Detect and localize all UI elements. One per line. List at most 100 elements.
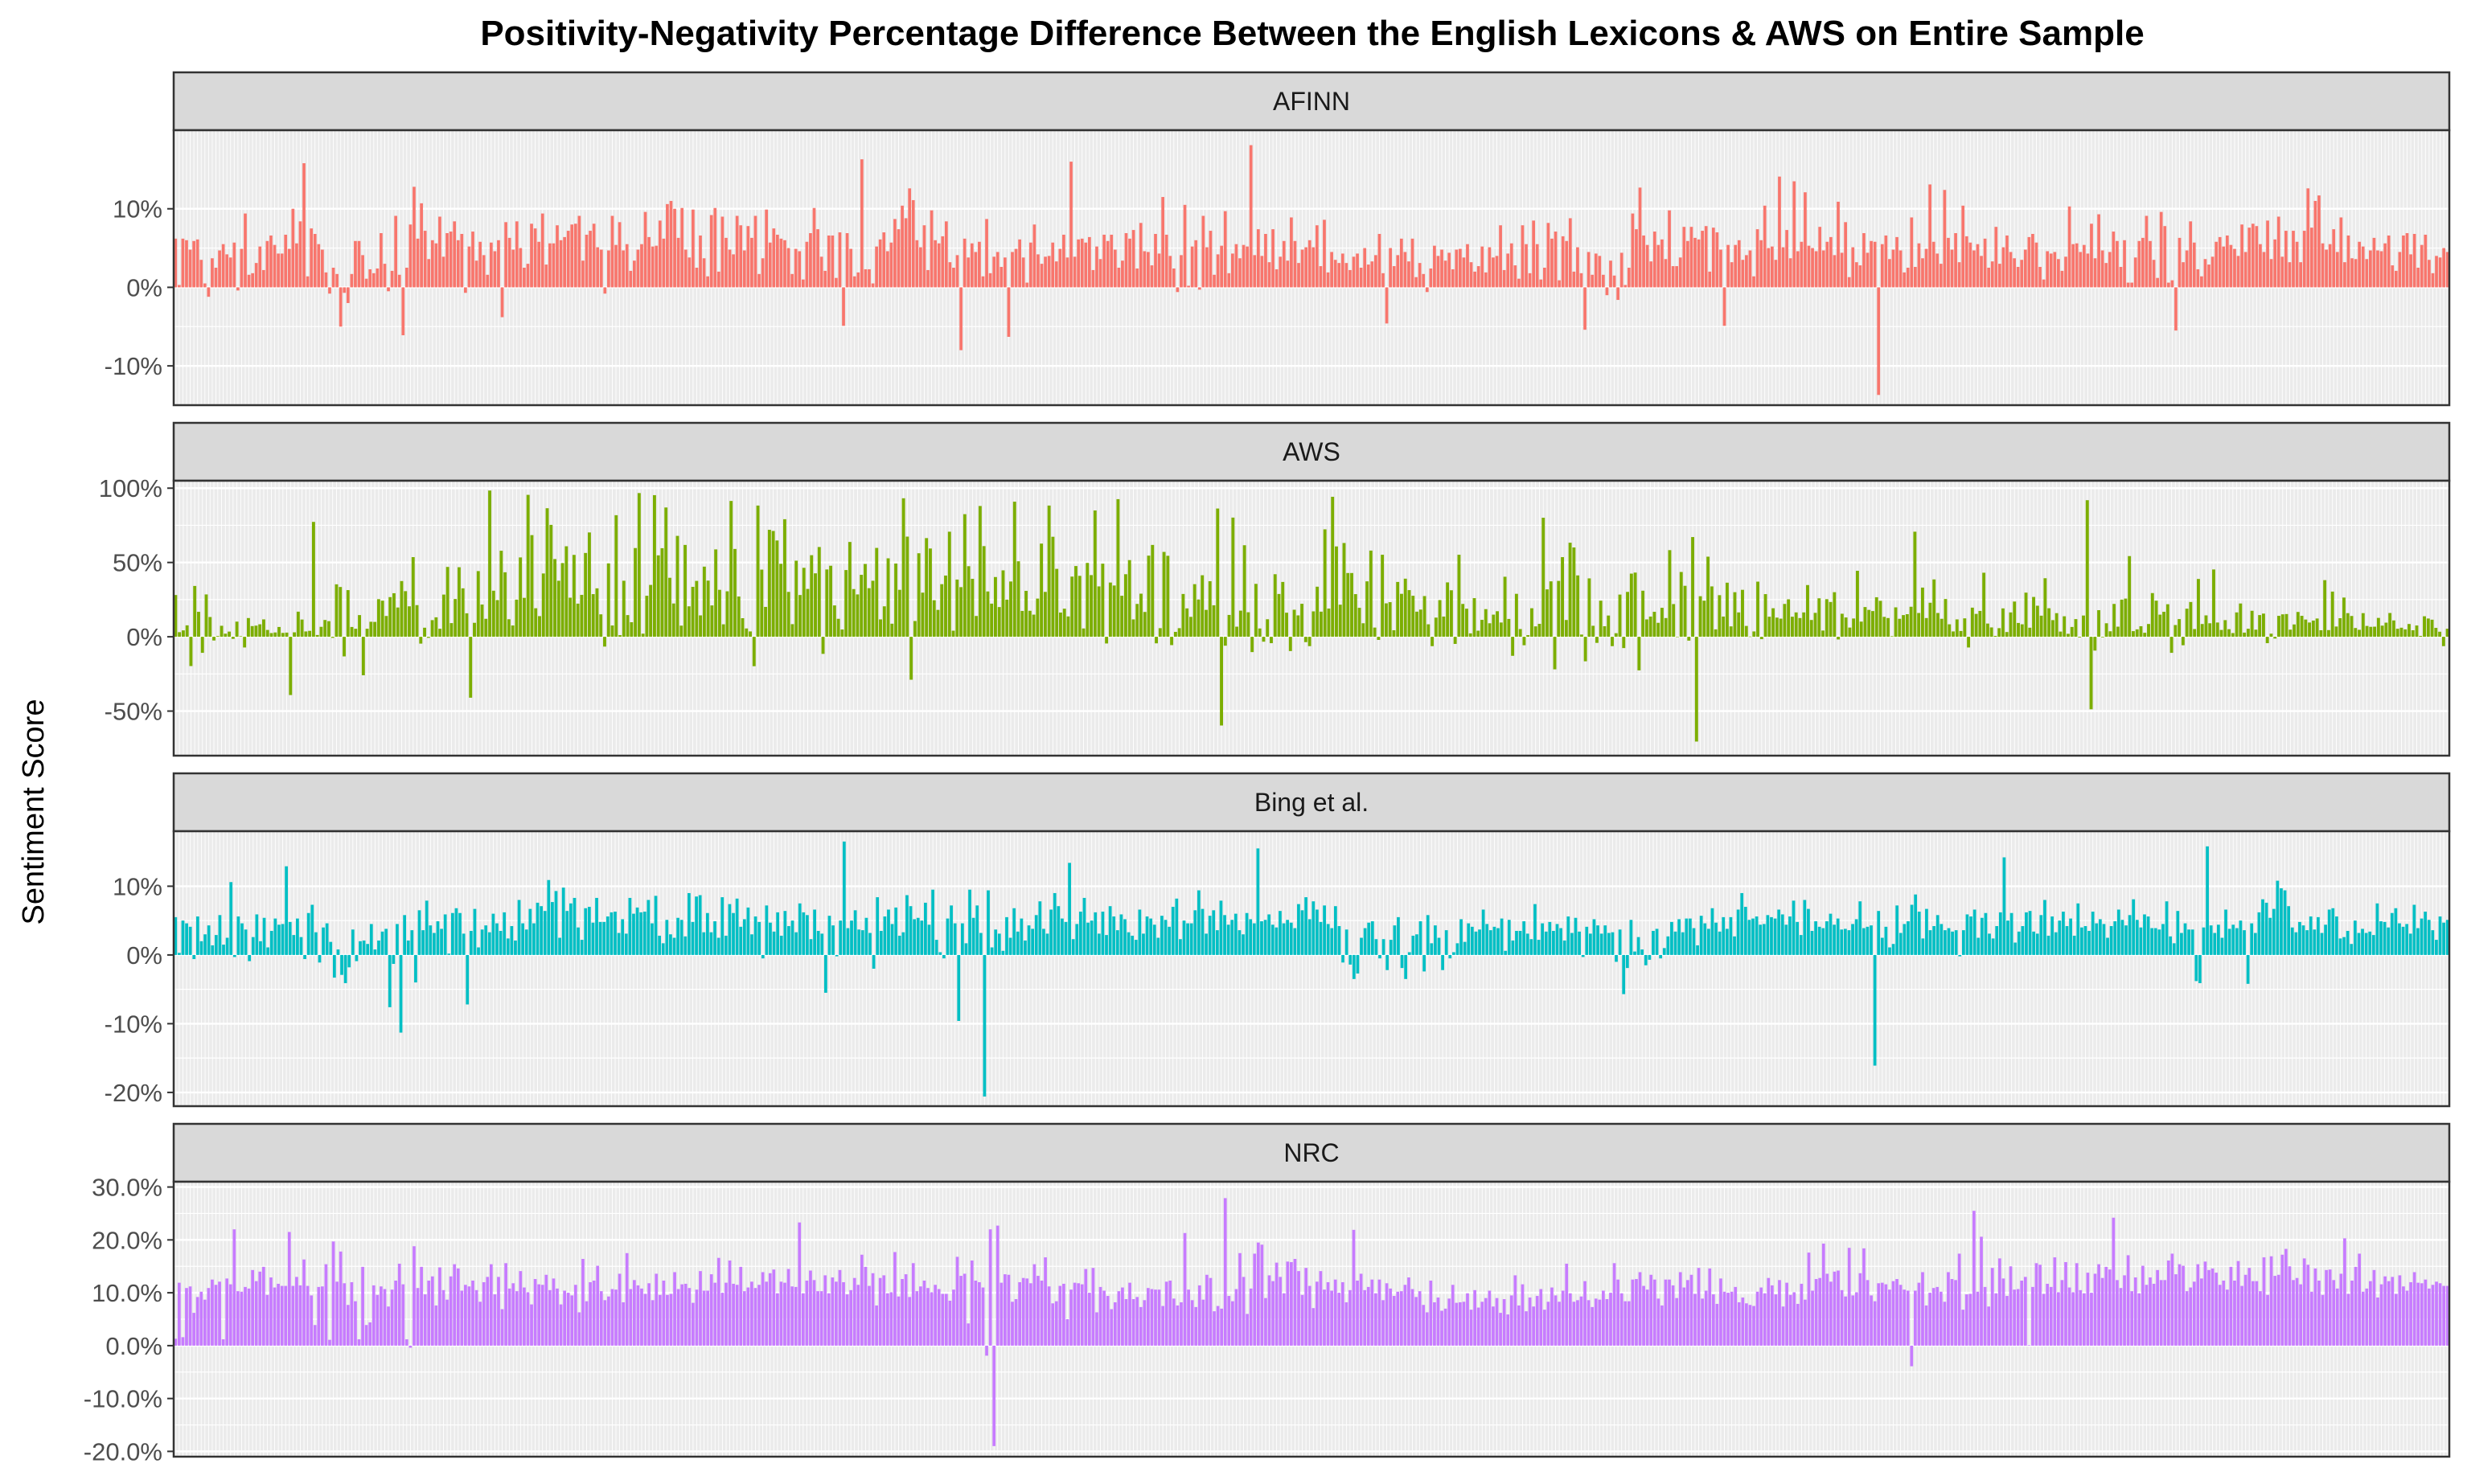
- bar: [779, 564, 783, 637]
- bar: [1227, 273, 1231, 288]
- bar: [1821, 630, 1825, 637]
- bar: [1462, 1302, 1466, 1346]
- bar: [1256, 229, 1260, 288]
- bar: [1655, 929, 1659, 955]
- bar: [216, 636, 220, 637]
- bar: [2059, 631, 2063, 637]
- bar: [823, 1275, 827, 1346]
- bar: [1870, 925, 1873, 955]
- bar: [1770, 246, 1774, 288]
- bar: [476, 571, 480, 637]
- bar: [1495, 1297, 1499, 1346]
- bar: [421, 930, 425, 955]
- bar: [2116, 240, 2119, 288]
- bar: [317, 244, 321, 288]
- bar: [1164, 234, 1168, 288]
- bar: [284, 1285, 288, 1346]
- bar: [1469, 262, 1473, 288]
- bar: [240, 923, 244, 955]
- bar: [645, 596, 649, 637]
- y-tick-label: 20.0%: [92, 1226, 162, 1254]
- bar: [2049, 253, 2053, 288]
- bar: [335, 1281, 339, 1346]
- bar: [1357, 608, 1361, 637]
- bar: [547, 879, 551, 955]
- bar: [295, 243, 298, 288]
- bar: [1972, 1211, 1976, 1346]
- bar: [942, 954, 946, 959]
- bar: [1710, 908, 1714, 955]
- bar: [1747, 920, 1751, 955]
- bar: [937, 1289, 941, 1346]
- bar: [1902, 615, 1906, 637]
- bar: [1213, 1311, 1216, 1346]
- bar: [1928, 930, 1932, 955]
- bar: [986, 591, 990, 637]
- bar: [1675, 1297, 1679, 1346]
- bar: [2049, 1286, 2053, 1346]
- bar: [1488, 623, 1492, 637]
- bar: [577, 927, 580, 955]
- bar: [2357, 933, 2361, 955]
- bar: [1622, 637, 1626, 649]
- bar: [642, 912, 647, 955]
- bar: [2196, 269, 2200, 288]
- bar: [2116, 909, 2120, 955]
- bar: [296, 611, 300, 637]
- bar: [672, 937, 676, 955]
- bar: [189, 637, 193, 666]
- bar: [2145, 215, 2149, 288]
- bar: [1910, 1345, 1914, 1367]
- bar: [192, 1313, 195, 1346]
- bar: [599, 249, 603, 288]
- bar: [1249, 919, 1253, 955]
- bar: [400, 580, 404, 637]
- bar: [927, 924, 931, 955]
- bar: [199, 1291, 203, 1346]
- bar: [2069, 918, 2072, 955]
- bar: [1612, 1263, 1616, 1346]
- bar: [1521, 225, 1525, 288]
- bar: [676, 1289, 680, 1346]
- bar: [845, 233, 849, 288]
- bar: [901, 932, 905, 955]
- bar: [1352, 1229, 1356, 1346]
- bar: [1549, 581, 1553, 637]
- bar: [816, 1291, 819, 1346]
- bar: [1011, 1302, 1014, 1346]
- bar: [1344, 1302, 1348, 1346]
- bar: [798, 1222, 802, 1346]
- bar: [2262, 252, 2266, 288]
- bar: [2174, 287, 2178, 331]
- bar: [1086, 563, 1090, 637]
- bar: [595, 897, 598, 955]
- bar: [2315, 618, 2319, 637]
- bar: [1208, 580, 1212, 637]
- bar: [2391, 265, 2395, 288]
- bar: [1682, 227, 1686, 288]
- bar: [2169, 637, 2174, 654]
- bar: [1671, 266, 1675, 288]
- bar: [310, 904, 314, 955]
- bar: [2343, 1238, 2346, 1346]
- bar: [1348, 1289, 1352, 1346]
- bar: [310, 228, 314, 288]
- bar: [1611, 932, 1615, 955]
- bar: [1396, 581, 1400, 637]
- bar: [2135, 920, 2139, 955]
- bar: [261, 1266, 265, 1346]
- bar: [947, 531, 951, 637]
- bar: [2182, 1265, 2185, 1346]
- bar: [2266, 220, 2269, 288]
- bar: [1303, 637, 1307, 642]
- bar: [975, 616, 979, 637]
- bar: [243, 637, 247, 648]
- bar: [2335, 252, 2339, 288]
- bar: [236, 916, 240, 955]
- bar: [1115, 930, 1119, 955]
- bar: [1388, 602, 1392, 637]
- bar: [273, 1287, 277, 1346]
- bar: [285, 866, 289, 955]
- bar: [1194, 1306, 1198, 1346]
- facet-strip-label: AFINN: [1273, 87, 1350, 116]
